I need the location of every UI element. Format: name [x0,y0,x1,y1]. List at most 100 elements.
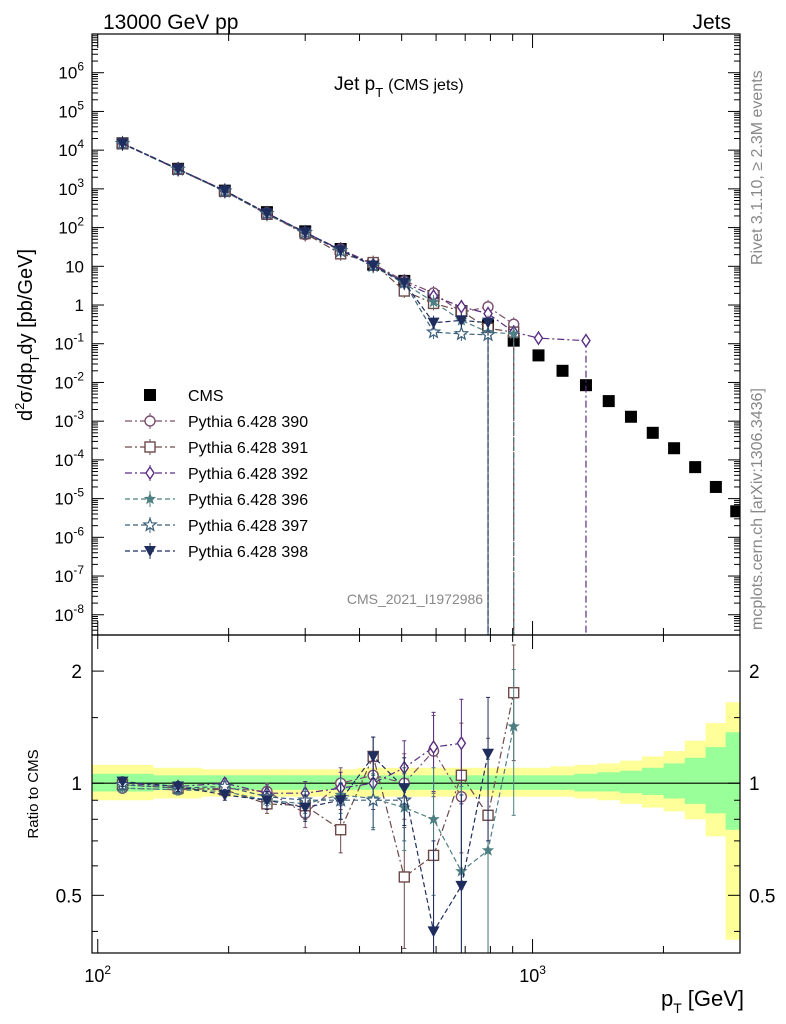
main-point [532,349,545,362]
legend-entry-1: Pythia 6.428 390 [125,413,308,431]
band-inner [285,775,324,790]
ratio-point [507,720,520,732]
band-inner [526,775,552,790]
main-y-tick-label: 102 [58,215,84,238]
main-point [668,442,681,455]
main-y-tick-label: 10-7 [54,563,84,586]
ratio-point [299,802,312,814]
main-y-tick-label: 10-6 [54,524,84,547]
header-process-label: Jets [692,11,731,34]
main-point [482,317,495,329]
ratio-point [260,795,273,807]
analysis-watermark: CMS_2021_I1972986 [347,591,483,607]
band-inner [705,747,727,814]
ratio-point [116,776,129,788]
main-point [533,330,544,346]
main-y-tick-label: 103 [58,176,84,199]
legend-marker [145,465,155,481]
main-y-tick-label: 10-1 [54,331,84,354]
band-inner [663,763,686,799]
main-point [581,333,591,348]
header-energy-label: 13000 GeV pp [103,11,238,34]
main-point [455,315,468,327]
band-inner [597,772,621,792]
main-point [425,323,442,339]
legend: CMS Pythia 6.428 390 Pythia 6.428 391 Pythi… [125,388,308,561]
ratio-y-axis-label: Ratio to CMS [25,749,42,838]
ratio-point [456,736,467,751]
legend-marker [144,546,156,557]
main-y-tick-label: 10-2 [54,369,84,392]
ratio-point [427,812,440,825]
main-point [453,325,470,341]
ratio-data-layer [92,644,740,953]
band-inner [620,770,643,794]
ratio-point [334,795,347,807]
legend-label: Pythia 6.428 398 [188,544,308,561]
ratio-y-tick-label-left: 1 [71,774,82,795]
legend-label: CMS [188,388,224,405]
legend-marker [142,516,158,532]
ratio-series-1 [116,644,520,953]
ratio-point [427,926,440,938]
main-point [218,185,231,197]
ratio-axis-ticks: 0.5 0.5 1 1 2 2 102 103 [56,635,775,986]
band-inner [244,775,286,790]
main-point [367,260,380,272]
main-point [172,164,185,176]
legend-entry-6: Pythia 6.428 398 [125,543,308,561]
band-inner [725,732,740,830]
mcplots-label: mcplots.cern.ch [arXiv:1306.3436] [749,388,766,630]
main-point [624,410,637,423]
ratio-point [367,751,380,763]
main-y-tick-label: 104 [58,137,84,160]
ratio-frame [91,634,741,954]
legend-label: Pythia 6.428 391 [188,440,308,457]
main-y-tick-label: 10-3 [54,408,84,431]
main-point [507,327,520,340]
main-point [334,245,347,257]
main-series-0 [116,137,740,518]
legend-entry-5: Pythia 6.428 397 [125,516,308,535]
band-inner [642,767,665,795]
main-point [427,295,440,308]
x-tick-label: 102 [84,963,111,986]
legend-label: Pythia 6.428 396 [188,492,308,509]
main-series-line-3 [122,142,587,342]
band-inner [550,775,575,790]
main-y-tick-label: 10 [65,257,84,276]
main-point [456,299,467,315]
main-y-tick-label: 10-4 [54,447,84,470]
ratio-point [334,824,347,836]
legend-marker [144,415,156,427]
main-point [427,317,440,329]
main-point [556,364,569,377]
legend-marker [144,441,156,453]
x-tick-label: 103 [519,963,546,986]
main-point [689,461,702,474]
main-series-4 [116,136,520,635]
ratio-point [398,871,410,883]
ratio-series-line-3 [122,726,515,873]
main-point [398,277,411,289]
main-series-1 [116,136,520,635]
main-series-6 [116,136,495,635]
x-axis-label: pT [GeV] [661,986,744,1016]
ratio-y-tick-label-right: 0.5 [749,886,775,907]
main-y-tick-label: 106 [58,60,84,83]
band-inner [684,757,707,804]
legend-entry-2: Pythia 6.428 391 [125,439,308,457]
rivet-version-label: Rivet 3.1.10, ≥ 2.3M events [749,70,766,265]
legend-marker [143,492,157,505]
main-point [579,379,592,392]
ratio-series-line-2 [122,742,462,794]
ratio-point [172,781,185,793]
ratio-y-tick-label-left: 2 [71,662,82,683]
ratio-point [218,789,231,801]
main-panel: 10610510410310210110-110-210-310-410-510… [12,33,741,636]
legend-label: Pythia 6.428 390 [188,414,308,431]
main-point [299,227,312,239]
legend-label: Pythia 6.428 392 [188,466,308,483]
main-y-axis-label: d2σ/dpTdy [pb/GeV] [12,249,42,421]
ratio-point [398,783,411,795]
